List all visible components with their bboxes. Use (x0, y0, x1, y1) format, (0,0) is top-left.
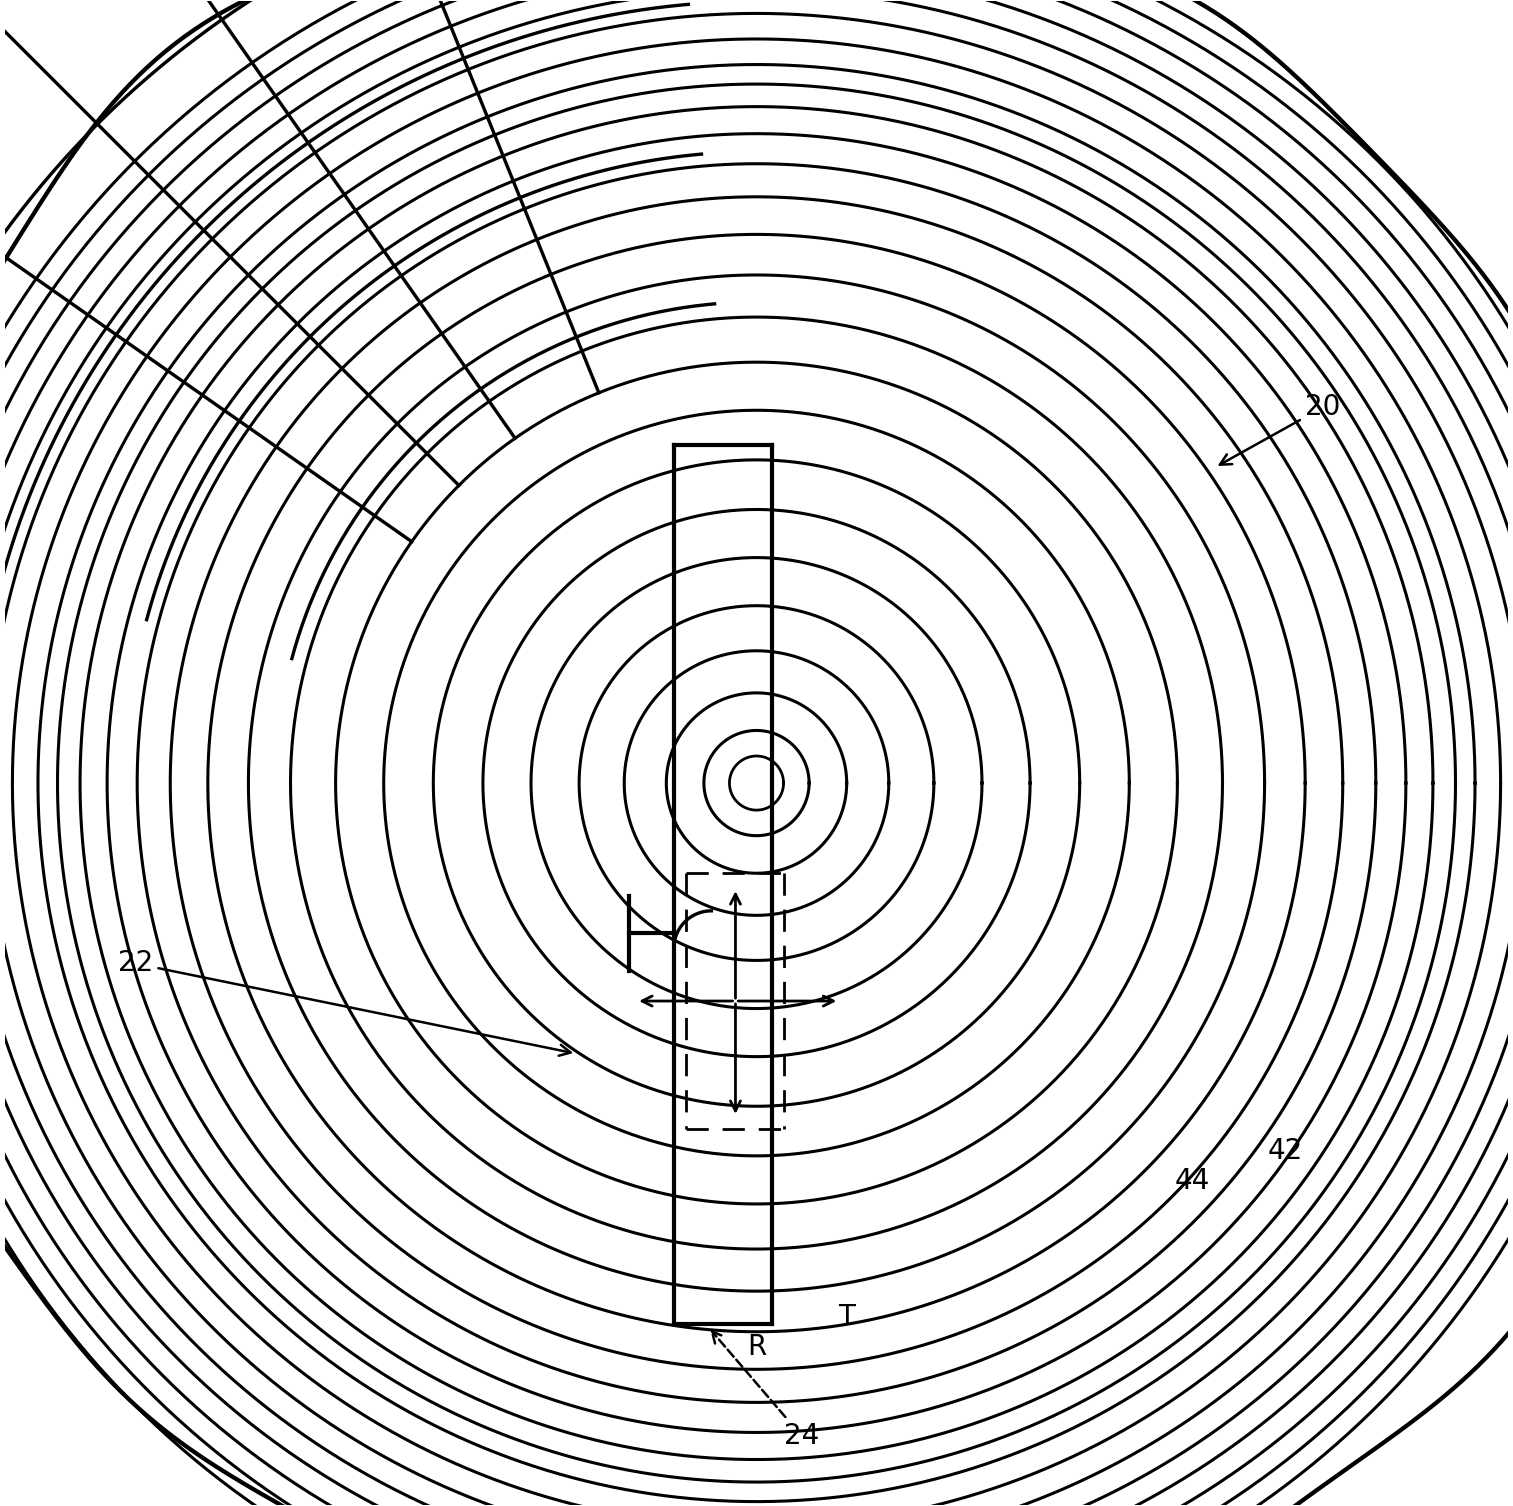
Text: 24: 24 (713, 1331, 819, 1450)
Text: 42: 42 (1268, 1137, 1303, 1166)
Text: T: T (838, 1303, 855, 1331)
Text: 20: 20 (1219, 393, 1341, 465)
Text: 44: 44 (1174, 1167, 1210, 1196)
Text: 22: 22 (118, 949, 570, 1056)
Text: R: R (747, 1333, 766, 1361)
